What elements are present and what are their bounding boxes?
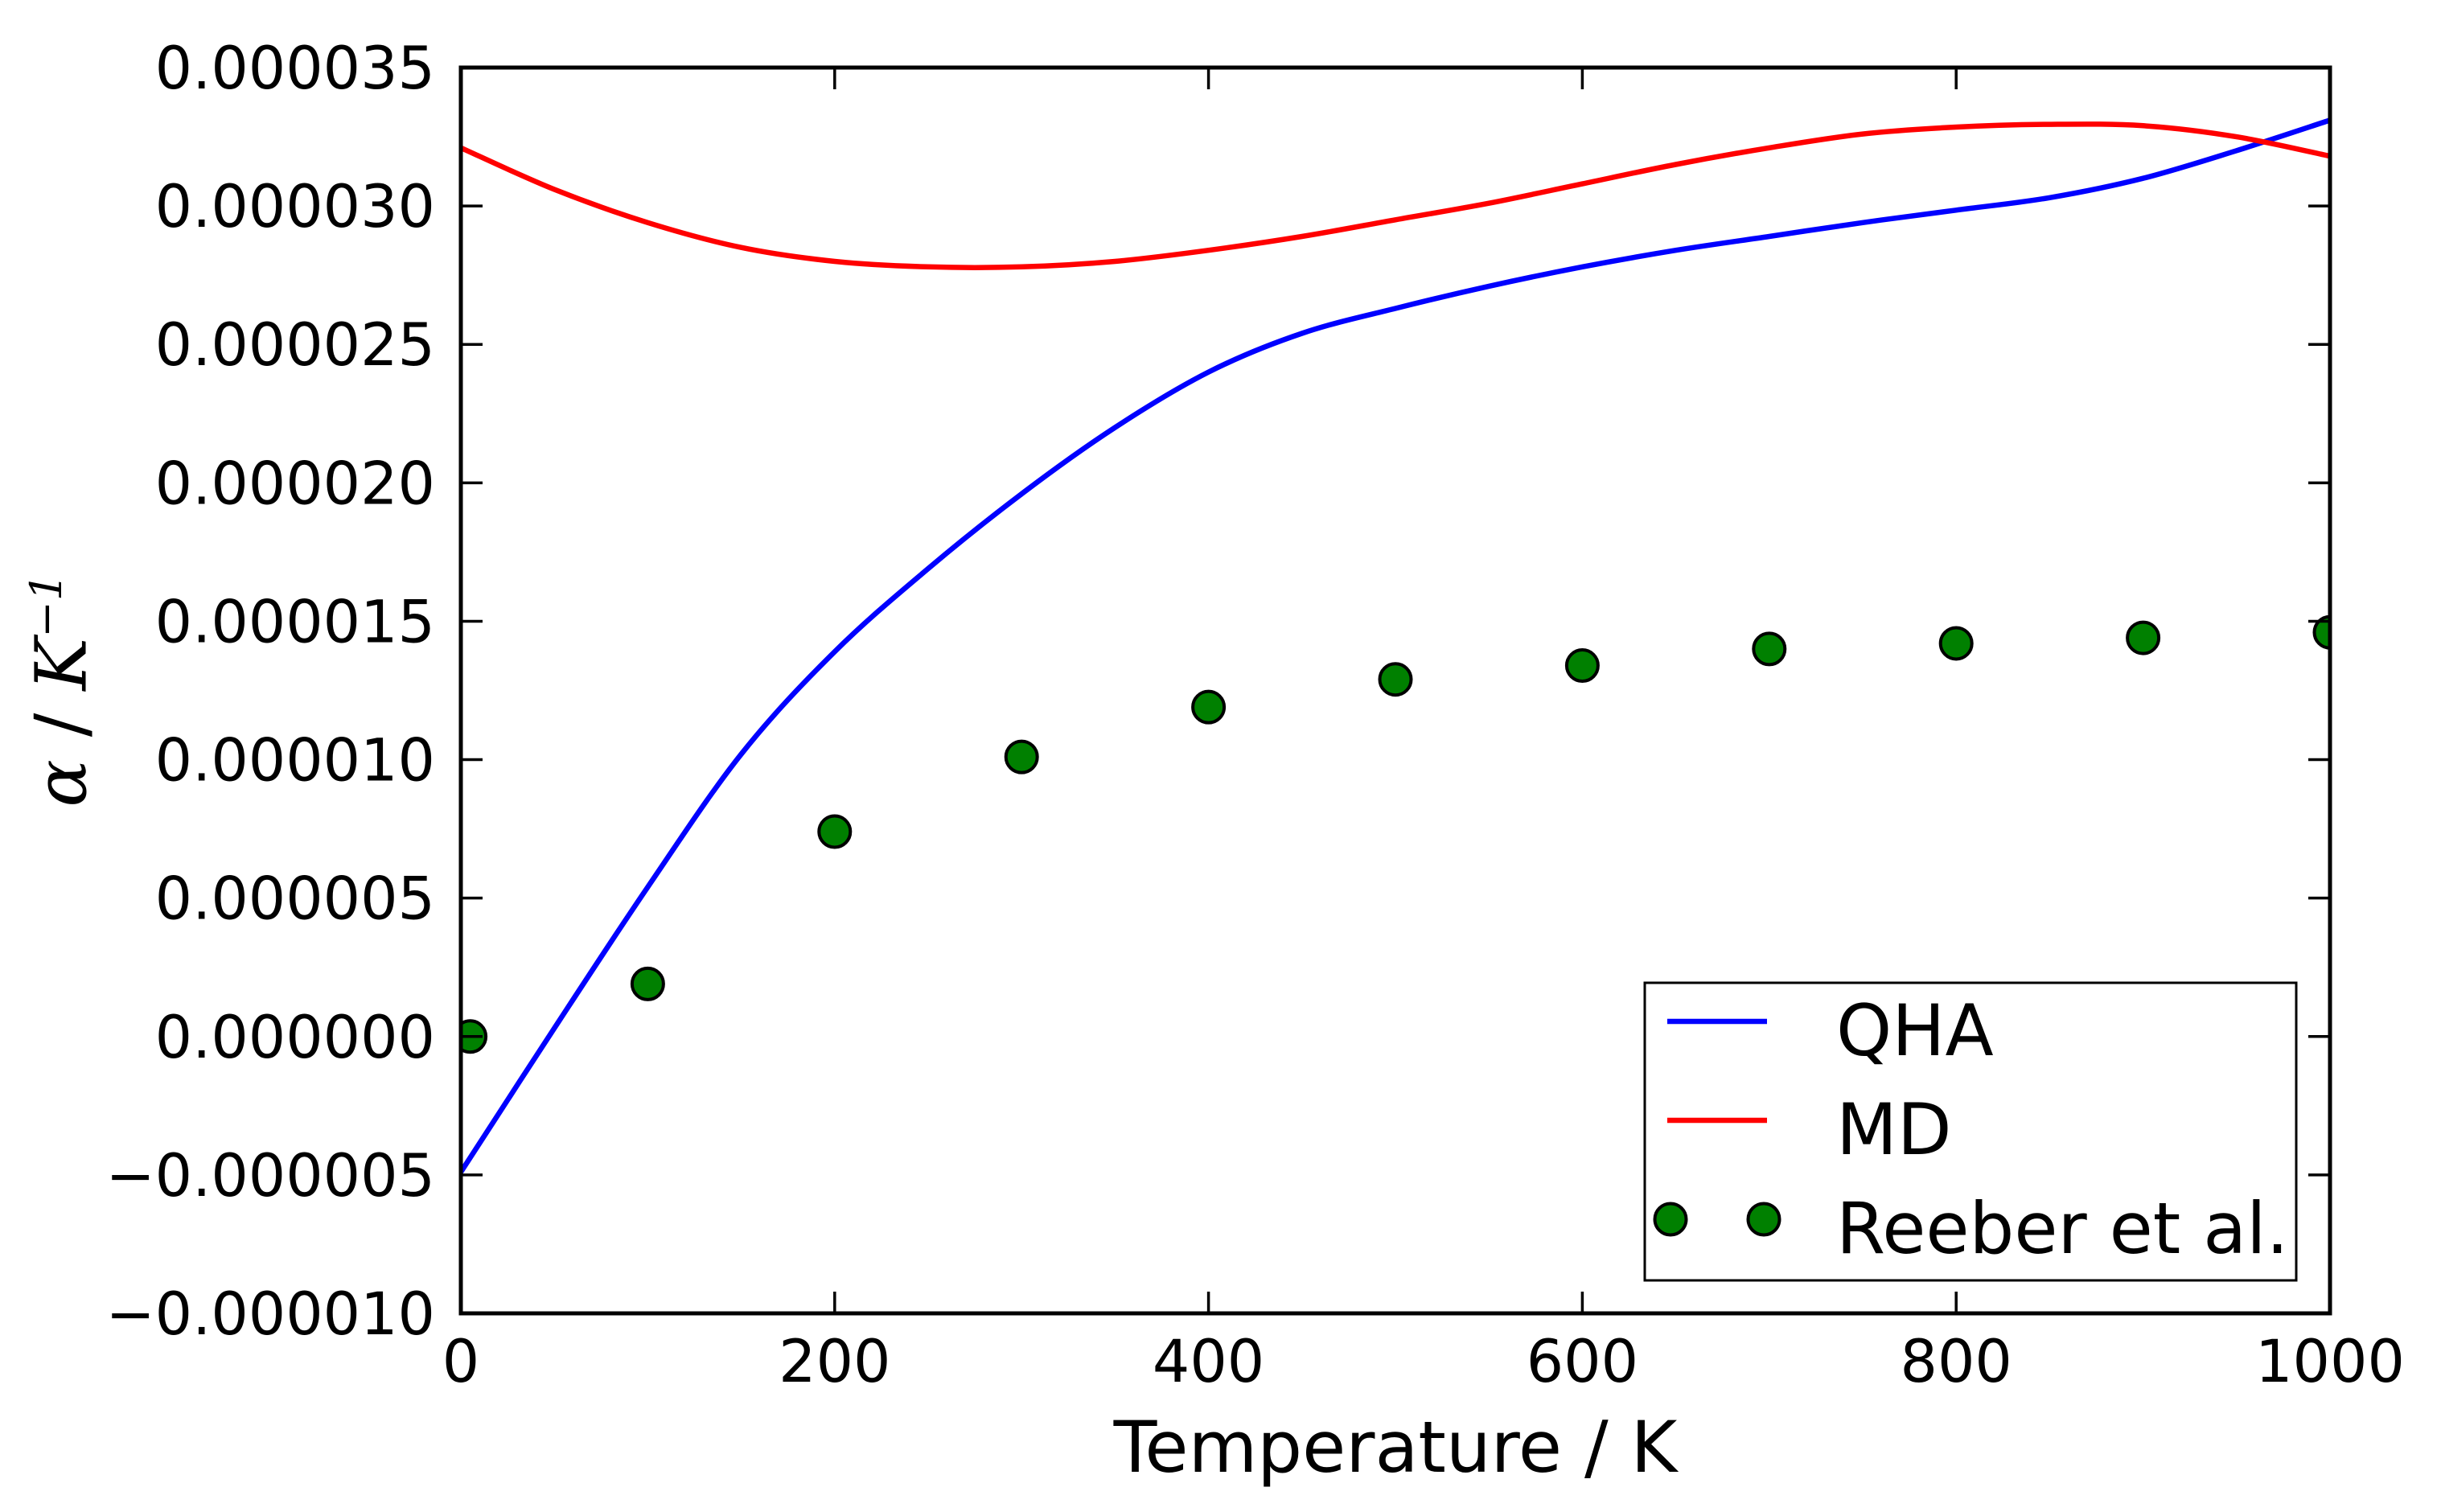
y-tick-label: 0.000000 (155, 1004, 435, 1072)
legend-item-label: QHA (1836, 989, 1994, 1072)
reeber-point (630, 966, 665, 1001)
x-tick-label: 400 (1153, 1328, 1264, 1396)
y-tick-label: 0.000010 (155, 727, 435, 795)
x-tick-label: 0 (442, 1328, 479, 1396)
qha-line (461, 117, 2330, 1174)
reeber-point (2126, 620, 2161, 655)
x-tick-label: 600 (1527, 1328, 1638, 1396)
legend: QHA MD Reeber et al. (1643, 981, 2298, 1282)
reeber-point (817, 814, 853, 849)
reeber-point (1378, 662, 1413, 697)
reeber-point (1004, 739, 1039, 774)
y-axis-label: α / K−1 (20, 573, 103, 807)
legend-dot-sample (1746, 1202, 1781, 1237)
y-axis-label-separator: / (19, 690, 103, 760)
x-tick-label: 800 (1901, 1328, 2012, 1396)
reeber-point (1938, 626, 1974, 661)
y-tick-label: −0.000010 (106, 1280, 435, 1349)
legend-item-label: Reeber et al. (1836, 1187, 2289, 1270)
y-tick-label: 0.000030 (155, 173, 435, 241)
y-tick-label: 0.000015 (155, 588, 435, 656)
legend-item-label: MD (1836, 1088, 1952, 1171)
reeber-point (1752, 631, 1787, 667)
y-tick-label: 0.000005 (155, 865, 435, 934)
x-axis-label: Temperature / K (1113, 1406, 1678, 1489)
reeber-point (1564, 648, 1600, 684)
legend-dot-sample (1653, 1202, 1688, 1237)
reeber-point (2312, 614, 2330, 650)
y-tick-label: −0.000005 (106, 1142, 435, 1210)
y-axis-label-symbol: α (19, 759, 103, 807)
y-tick-label: 0.000020 (155, 450, 435, 518)
md-line (461, 121, 2330, 270)
x-tick-label: 1000 (2255, 1328, 2405, 1396)
reeber-point (1191, 689, 1227, 725)
plot-border (458, 65, 2332, 1316)
y-tick-label: 0.000035 (155, 35, 435, 103)
y-axis-label-unit: K (19, 637, 103, 691)
y-axis-label-exponent: −1 (20, 573, 72, 638)
y-tick-label: 0.000025 (155, 311, 435, 380)
series-layer (461, 117, 2330, 1174)
x-tick-label: 200 (779, 1328, 890, 1396)
